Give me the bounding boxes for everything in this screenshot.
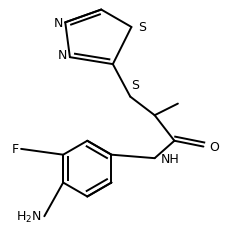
- Text: O: O: [209, 140, 219, 153]
- Text: N: N: [54, 17, 63, 30]
- Text: N: N: [58, 49, 68, 62]
- Text: S: S: [131, 78, 139, 92]
- Text: S: S: [138, 22, 146, 34]
- Text: F: F: [12, 143, 19, 156]
- Text: H$_2$N: H$_2$N: [16, 209, 42, 224]
- Text: NH: NH: [161, 152, 179, 165]
